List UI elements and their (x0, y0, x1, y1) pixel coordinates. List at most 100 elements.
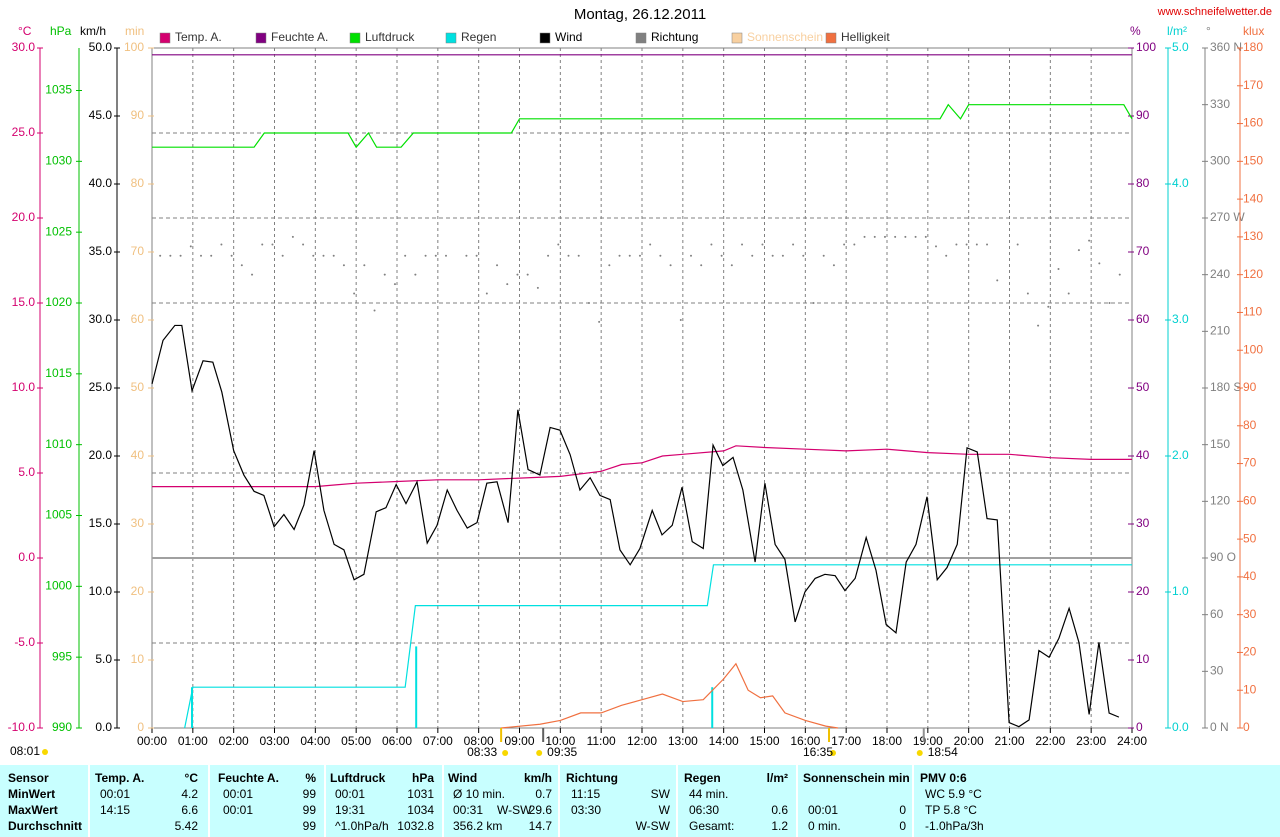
direction-dot (393, 283, 396, 286)
direction-dot (965, 243, 968, 246)
direction-dot (577, 254, 580, 257)
sun-marker-label: 08:33 (467, 745, 497, 759)
sun-icon (42, 749, 48, 755)
direction-dot (210, 254, 213, 257)
y-tick-label: 180 (1243, 40, 1263, 54)
legend-swatch (731, 32, 743, 44)
y-tick-label: 160 (1243, 116, 1263, 130)
direction-dot (1057, 268, 1060, 270)
direction-dot (322, 254, 325, 257)
table-cell: 1031 (407, 787, 434, 801)
y-tick-label: -5.0 (14, 635, 35, 649)
y-tick-label: 80 (1243, 418, 1257, 432)
y-tick-label: 10 (1136, 652, 1150, 666)
direction-dot (373, 309, 376, 312)
table-cell: 29.6 (528, 803, 552, 817)
x-tick-label: 07:00 (423, 734, 453, 748)
series-line (152, 445, 1132, 488)
direction-dot (557, 243, 560, 246)
y-tick-label: 4.0 (1172, 176, 1189, 190)
y-tick-label: 100 (1243, 342, 1263, 356)
direction-dot (802, 254, 805, 257)
y-tick-label: 0.0 (1172, 720, 1189, 734)
direction-dot (914, 235, 917, 238)
rain-bar (711, 687, 714, 728)
x-tick-label: 09:00 (504, 734, 534, 748)
x-tick-label: 02:00 (219, 734, 249, 748)
direction-dot (751, 254, 754, 257)
y-tick-label: 270 W (1210, 210, 1245, 224)
table-cell: 0.6 (771, 803, 788, 817)
y-tick-label: 30.0 (12, 40, 36, 54)
table-cell: WC 5.9 °C (925, 787, 982, 801)
table-cell: Regen (684, 771, 721, 785)
direction-dot (996, 279, 999, 282)
direction-dot (179, 254, 182, 257)
table-cell: 11:15 (571, 787, 601, 801)
y-tick-label: 210 (1210, 324, 1230, 338)
direction-dot (700, 264, 703, 267)
axis-unit: km/h (80, 24, 106, 38)
legend-swatch (445, 32, 457, 44)
legend-label: Richtung (651, 30, 698, 44)
direction-dot (1077, 249, 1080, 252)
direction-dot (1067, 292, 1070, 295)
table-cell: 6.6 (181, 803, 198, 817)
direction-dot (220, 243, 223, 246)
x-tick-label: 18:00 (872, 734, 902, 748)
direction-dot (485, 292, 488, 295)
daylength: 08:01 (10, 744, 40, 758)
column-separator (208, 765, 210, 837)
x-tick-label: 12:00 (627, 734, 657, 748)
direction-dot (679, 319, 682, 321)
x-tick-label: 14:00 (709, 734, 739, 748)
table-cell: Sensor (8, 771, 49, 785)
direction-dot (843, 243, 846, 246)
direction-dot (853, 243, 856, 246)
table-cell: 00:01 (335, 787, 366, 801)
direction-dot (1026, 292, 1029, 295)
y-tick-label: 50 (1136, 380, 1150, 394)
y-tick-label: 3.0 (1172, 312, 1189, 326)
table-cell: MaxWert (8, 803, 58, 817)
axis-unit: °C (18, 24, 32, 38)
y-tick-label: 0 (1136, 720, 1143, 734)
direction-dot (332, 254, 335, 257)
table-cell: -1.0hPa/3h (925, 819, 984, 833)
table-cell: ^1.0hPa/h (335, 819, 389, 833)
x-tick-label: 13:00 (668, 734, 698, 748)
table-cell: 00:01 (808, 803, 839, 817)
direction-dot (955, 243, 958, 246)
x-tick-label: 01:00 (178, 734, 208, 748)
direction-dot (536, 286, 539, 289)
axis-unit: hPa (50, 24, 72, 38)
direction-dot (659, 254, 662, 257)
direction-dot (690, 254, 692, 257)
legend-label: Luftdruck (365, 30, 415, 44)
y-tick-label: 60 (131, 312, 145, 326)
x-tick-label: 08:00 (464, 734, 494, 748)
y-tick-label: 90 (1243, 380, 1257, 394)
column-separator (796, 765, 798, 837)
direction-dot (240, 264, 243, 267)
y-tick-label: 70 (131, 244, 145, 258)
table-cell: Richtung (566, 771, 618, 785)
legend-label: Regen (461, 30, 496, 44)
y-tick-label: 1020 (45, 295, 72, 309)
direction-dot (251, 273, 254, 276)
table-cell: 4.2 (181, 787, 198, 801)
legend-swatch (539, 32, 551, 44)
y-tick-label: 30 (131, 516, 145, 530)
y-tick-label: 5.0 (18, 465, 35, 479)
y-tick-label: 50 (1243, 531, 1257, 545)
direction-dot (424, 254, 427, 257)
direction-dot (761, 243, 764, 246)
direction-dot (669, 264, 672, 267)
y-tick-label: 10 (1243, 682, 1257, 696)
legend-label: Wind (555, 30, 582, 44)
x-tick-label: 04:00 (300, 734, 330, 748)
direction-dot (567, 254, 570, 257)
table-cell: °C (184, 771, 198, 785)
table-cell: 14:15 (100, 803, 131, 817)
table-cell: MinWert (8, 787, 56, 801)
